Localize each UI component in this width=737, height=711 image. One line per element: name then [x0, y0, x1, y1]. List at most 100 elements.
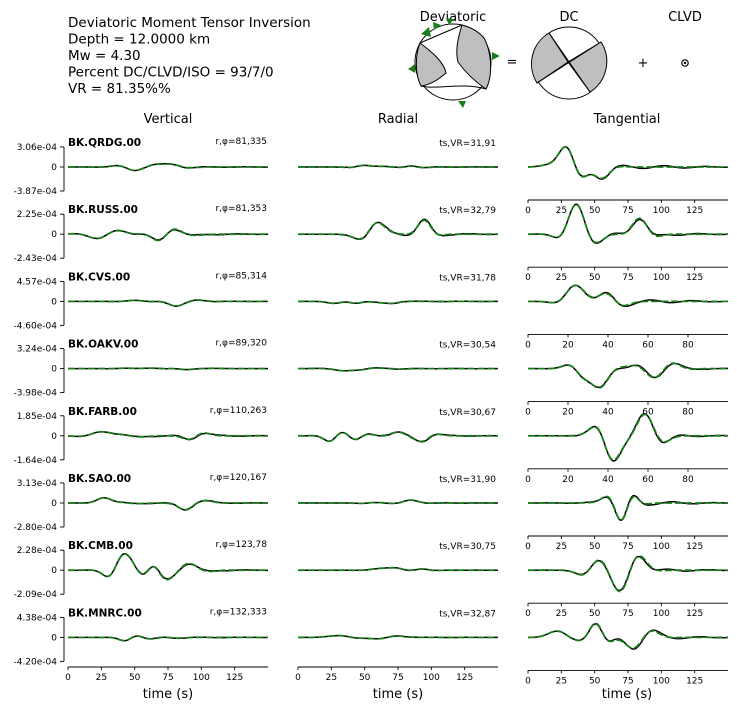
x-tick-label: 80: [682, 340, 694, 350]
x-tick-label: 25: [556, 609, 567, 619]
x-tick-label: 50: [129, 673, 141, 683]
synthetic-waveform: [68, 163, 268, 172]
dc-beachball: [531, 26, 608, 100]
x-tick-label: 75: [622, 676, 633, 686]
station-name: BK.SAO.00: [68, 473, 131, 485]
x-tick-label: 75: [622, 206, 633, 216]
bottom-x-axis: 0 25 50 75 100 125: [65, 666, 268, 683]
station-row: 3.24e-04 0 -3.98e-04 BK.OAKV.00 r,φ=89,320 ts…: [13, 339, 728, 418]
synthetic-waveform: [68, 553, 268, 581]
synthetic-waveform: [528, 554, 728, 593]
y-tick-label-min: -2.43e-04: [13, 254, 57, 264]
y-tick-label-max: 1.85e-04: [17, 412, 58, 422]
station-row: 2.25e-04 0 -2.43e-04 BK.RUSS.00 r,φ=81,353 ts…: [13, 203, 728, 283]
x-tick-label: 125: [686, 206, 703, 216]
observed-waveform: [68, 552, 268, 580]
y-tick-label-zero: 0: [51, 432, 57, 442]
x-tick-label: 0: [525, 273, 531, 283]
synthetic-waveform: [298, 219, 498, 240]
summary-line-percent: Percent DC/CLVD/ISO = 93/7/0: [68, 65, 274, 81]
station-name: BK.OAKV.00: [68, 339, 138, 351]
y-tick-label-max: 2.28e-04: [17, 546, 58, 556]
x-tick-label: 75: [622, 542, 633, 552]
x-tick-label: 25: [326, 673, 337, 683]
column-title-vertical: Vertical: [144, 112, 193, 127]
column-title-tangential: Tangential: [593, 112, 661, 127]
x-tick-label: 75: [622, 273, 633, 283]
synthetic-waveform: [528, 284, 728, 307]
x-tick-label: 100: [653, 206, 670, 216]
station-row: 2.28e-04 0 -2.09e-04 BK.CMB.00 r,φ=123,78 ts,…: [13, 540, 728, 619]
synthetic-waveform: [298, 499, 498, 505]
x-tick-label: 0: [525, 408, 531, 418]
station-marker-icon: [433, 22, 441, 30]
synthetic-waveform: [528, 362, 728, 389]
summary-line-mw: Mw = 4.30: [68, 48, 141, 64]
deviatoric-beachball: [408, 18, 500, 108]
synthetic-waveform: [298, 366, 498, 372]
station-name: BK.CMB.00: [68, 540, 133, 552]
synthetic-waveform: [68, 228, 268, 242]
x-tick-label: 125: [456, 673, 473, 683]
x-tick-label: 50: [589, 609, 601, 619]
x-tick-label: 60: [642, 408, 654, 418]
y-tick-label-max: 3.24e-04: [17, 345, 58, 355]
y-tick-label-zero: 0: [51, 365, 57, 375]
y-tick-label-max: 4.38e-04: [17, 613, 58, 623]
x-tick-label: 50: [589, 273, 601, 283]
station-marker-icon: [408, 64, 415, 73]
x-tick-label: 75: [392, 673, 403, 683]
synthetic-waveform: [528, 622, 728, 650]
station-name: BK.QRDG.00: [68, 137, 141, 149]
y-tick-label-zero: 0: [51, 163, 57, 173]
synthetic-waveform: [528, 413, 728, 462]
variance-reduction-label: ts,VR=30,54: [439, 341, 496, 351]
x-tick-label: 0: [525, 609, 531, 619]
y-tick-label-min: -4.60e-04: [13, 321, 57, 331]
y-tick-label-zero: 0: [51, 499, 57, 509]
summary-line-depth: Depth = 12.0000 km: [68, 32, 210, 48]
x-tick-label: 25: [556, 206, 567, 216]
synthetic-waveform: [298, 300, 498, 305]
x-tick-label: 40: [602, 340, 614, 350]
distance-azimuth-label: r,φ=120,167: [210, 473, 267, 483]
station-row: 1.85e-04 0 -1.64e-04 BK.FARB.00 r,φ=110,263 t…: [13, 406, 729, 485]
variance-reduction-label: ts,VR=31,90: [439, 475, 496, 485]
synthetic-waveform: [528, 203, 728, 244]
plus-sign: +: [638, 56, 649, 71]
summary-line-title: Deviatoric Moment Tensor Inversion: [68, 15, 311, 31]
y-tick-label-zero: 0: [51, 566, 57, 576]
variance-reduction-label: ts,VR=31,91: [439, 139, 496, 149]
station-marker-icon: [446, 18, 454, 25]
synthetic-waveform: [527, 145, 728, 180]
x-tick-label: 0: [525, 475, 531, 485]
distance-azimuth-label: r,φ=81,353: [215, 204, 267, 214]
distance-azimuth-label: r,φ=110,263: [210, 406, 267, 416]
distance-azimuth-label: r,φ=123,78: [215, 540, 267, 550]
synthetic-waveform: [298, 164, 498, 169]
x-tick-label: 100: [193, 673, 210, 683]
dc-title: DC: [559, 10, 578, 25]
x-axis-label-vertical: time (s): [143, 687, 193, 702]
x-tick-label: 80: [682, 408, 694, 418]
synthetic-waveform: [68, 430, 268, 441]
x-tick-label: 25: [556, 273, 567, 283]
distance-azimuth-label: r,φ=132,333: [210, 607, 267, 617]
distance-azimuth-label: r,φ=81,335: [215, 137, 267, 147]
observed-waveform: [298, 218, 498, 241]
variance-reduction-label: ts,VR=30,67: [439, 408, 496, 418]
y-tick-label-min: -3.98e-04: [13, 389, 57, 399]
y-tick-label-max: 4.57e-04: [17, 277, 58, 287]
clvd-title: CLVD: [668, 10, 702, 25]
x-tick-label: 75: [162, 673, 173, 683]
station-row: 4.38e-04 0 -4.20e-04 BK.MNRC.00 r,φ=132,333 t…: [13, 607, 728, 686]
y-tick-label-min: -2.80e-04: [13, 523, 57, 533]
synthetic-waveform: [68, 635, 268, 642]
x-tick-label: 125: [226, 673, 243, 683]
station-name: BK.CVS.00: [68, 271, 130, 283]
x-tick-label: 60: [642, 475, 654, 485]
station-row: 3.06e-04 0 -3.87e-04 BK.QRDG.00 r,φ=81,335 ts…: [13, 137, 729, 216]
synthetic-waveform: [68, 496, 268, 511]
x-tick-label: 20: [562, 475, 574, 485]
